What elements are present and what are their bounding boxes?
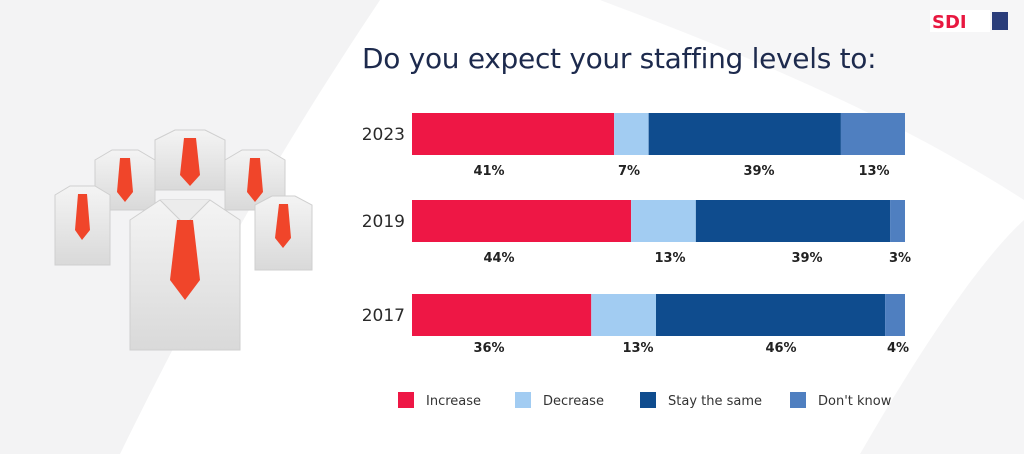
data-label-2023-dont_know: 13% (858, 164, 889, 179)
data-label-2017-stay: 46% (765, 341, 796, 356)
data-label-2023-decrease: 7% (618, 164, 640, 179)
legend-label-decrease: Decrease (543, 394, 604, 409)
bar-segment-2019-increase (412, 200, 632, 242)
data-label-2023-stay: 39% (743, 164, 774, 179)
bar-segment-2017-decrease (591, 294, 657, 336)
data-label-2019-dont_know: 3% (889, 251, 911, 266)
year-label-2017: 2017 (362, 306, 405, 326)
bar-segment-2017-increase (412, 294, 592, 336)
bar-segment-2019-decrease (631, 200, 696, 242)
data-label-2019-stay: 39% (791, 251, 822, 266)
year-label-2019: 2019 (362, 212, 405, 232)
bar-segment-2019-stay (695, 200, 891, 242)
data-label-2017-decrease: 13% (622, 341, 653, 356)
sdi-logo: SDI (930, 10, 1008, 32)
bar-segment-2023-dont_know (840, 113, 905, 155)
data-label-2019-increase: 44% (483, 251, 514, 266)
legend-swatch-stay (640, 392, 656, 408)
bar-segment-2017-dont_know (885, 294, 905, 336)
bar-segment-2023-increase (412, 113, 615, 155)
legend-swatch-dont_know (790, 392, 806, 408)
legend-label-increase: Increase (426, 394, 481, 409)
bar-segment-2017-stay (656, 294, 886, 336)
bar-segment-2019-dont_know (890, 200, 905, 242)
legend-swatch-increase (398, 392, 414, 408)
data-label-2017-increase: 36% (473, 341, 504, 356)
legend-swatch-decrease (515, 392, 531, 408)
data-label-2019-decrease: 13% (654, 251, 685, 266)
svg-text:SDI: SDI (932, 12, 967, 32)
chart-title: Do you expect your staffing levels to: (362, 42, 877, 75)
shirts-and-ties-illustration (54, 129, 313, 351)
bar-segment-2023-stay (648, 113, 841, 155)
legend-label-stay: Stay the same (668, 394, 762, 409)
year-label-2023: 2023 (362, 125, 405, 145)
data-label-2017-dont_know: 4% (887, 341, 909, 356)
data-label-2023-increase: 41% (473, 164, 504, 179)
legend-label-dont_know: Don't know (818, 394, 892, 409)
bar-segment-2023-decrease (614, 113, 649, 155)
